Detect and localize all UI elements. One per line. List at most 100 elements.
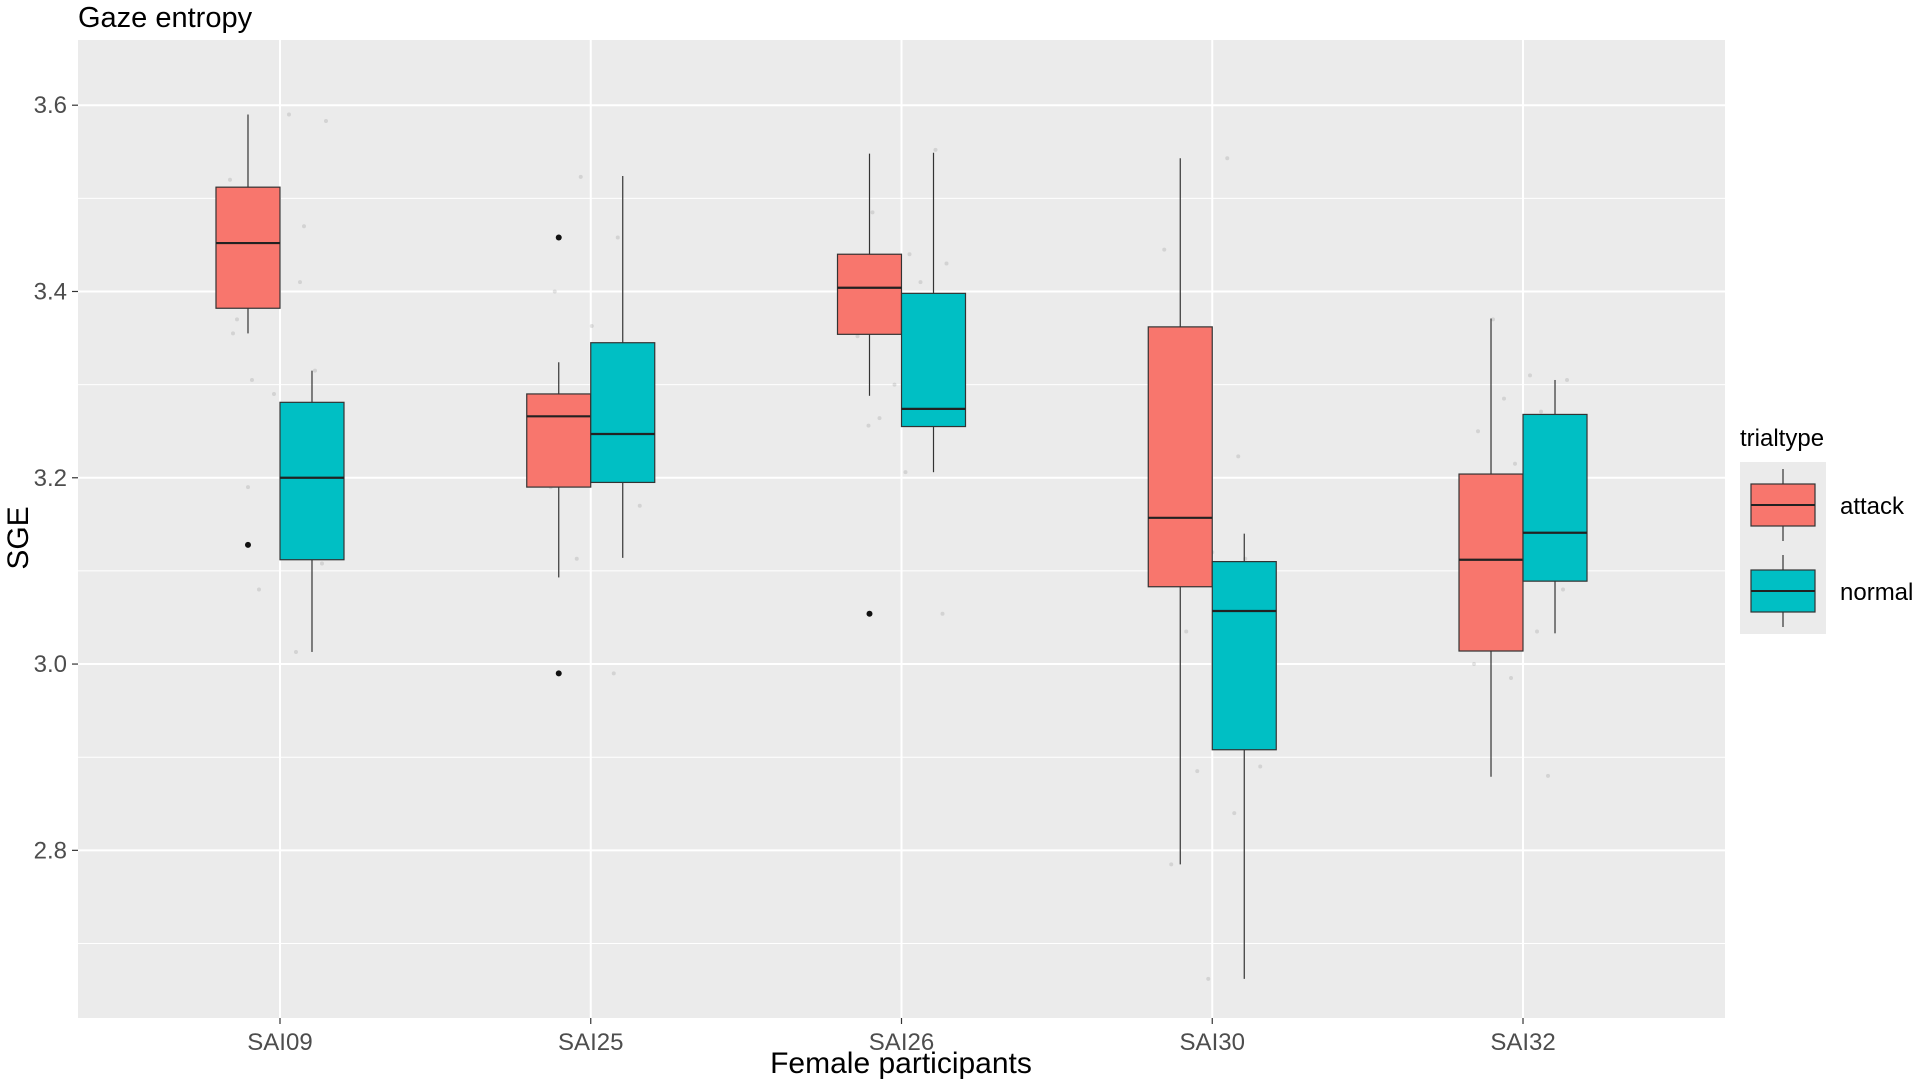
jitter-point bbox=[1561, 587, 1566, 592]
jitter-point bbox=[1546, 773, 1551, 778]
outlier-point bbox=[555, 234, 562, 241]
jitter-point bbox=[245, 485, 250, 490]
legend-label: attack bbox=[1840, 493, 1905, 520]
jitter-point bbox=[892, 382, 897, 387]
box-attack-SAI09 bbox=[215, 114, 281, 548]
y-tick-label: 3.0 bbox=[34, 651, 67, 678]
x-axis-ticks: SAI09 SAI25 SAI26 SAI30 SAI32 bbox=[247, 1018, 1556, 1056]
jitter-point bbox=[1535, 629, 1540, 634]
y-axis-label: SGE bbox=[2, 506, 35, 569]
jitter-point bbox=[1528, 373, 1533, 378]
jitter-point bbox=[1206, 976, 1211, 981]
legend-title: trialtype bbox=[1740, 425, 1824, 452]
jitter-point bbox=[578, 174, 583, 179]
jitter-point bbox=[944, 261, 949, 266]
x-tick-label: SAI32 bbox=[1490, 1029, 1555, 1056]
box-body bbox=[526, 393, 592, 488]
jitter-point bbox=[552, 289, 557, 294]
jitter-point bbox=[870, 210, 875, 215]
jitter-point bbox=[1184, 629, 1189, 634]
box-body bbox=[1147, 326, 1213, 588]
jitter-point bbox=[918, 280, 923, 285]
jitter-point bbox=[271, 391, 276, 396]
outlier-point bbox=[866, 610, 873, 617]
legend-label: normal bbox=[1840, 579, 1913, 606]
box-body bbox=[1522, 413, 1588, 582]
jitter-point bbox=[319, 561, 324, 566]
box-normal-SAI30 bbox=[1211, 533, 1277, 979]
x-tick-label: SAI26 bbox=[869, 1029, 934, 1056]
y-axis-ticks: 2.8 3.0 3.2 3.4 3.6 bbox=[34, 92, 78, 864]
jitter-point bbox=[1472, 662, 1477, 667]
x-tick-label: SAI09 bbox=[247, 1029, 312, 1056]
jitter-point bbox=[323, 119, 328, 124]
y-tick-label: 2.8 bbox=[34, 837, 67, 864]
jitter-point bbox=[1225, 156, 1230, 161]
box-attack-SAI30 bbox=[1147, 158, 1213, 865]
jitter-point bbox=[1232, 811, 1237, 816]
box-attack-SAI26 bbox=[836, 153, 903, 617]
box-normal-SAI09 bbox=[279, 370, 345, 652]
outlier-point bbox=[555, 670, 562, 677]
box-body bbox=[215, 186, 281, 309]
jitter-point bbox=[1258, 764, 1263, 769]
box-body bbox=[590, 342, 656, 484]
x-tick-label: SAI30 bbox=[1180, 1029, 1245, 1056]
jitter-point bbox=[574, 556, 579, 561]
y-tick-label: 3.4 bbox=[34, 278, 67, 305]
jitter-point bbox=[1162, 247, 1167, 252]
jitter-point bbox=[903, 470, 908, 475]
jitter-point bbox=[227, 177, 232, 182]
jitter-point bbox=[933, 147, 938, 152]
jitter-point bbox=[1476, 429, 1481, 434]
jitter-point bbox=[940, 611, 945, 616]
jitter-point bbox=[249, 377, 254, 382]
jitter-point bbox=[877, 416, 882, 421]
legend-item-normal: normal bbox=[1750, 555, 1913, 627]
box-body bbox=[900, 292, 967, 428]
x-axis-label: Female participants bbox=[770, 1047, 1032, 1080]
jitter-point bbox=[1513, 461, 1518, 466]
box-normal-SAI25 bbox=[590, 175, 656, 558]
jitter-point bbox=[589, 323, 594, 328]
jitter-point bbox=[1502, 396, 1507, 401]
jitter-point bbox=[1236, 454, 1241, 459]
jitter-point bbox=[230, 331, 235, 336]
box-normal-SAI32 bbox=[1522, 379, 1588, 634]
jitter-point bbox=[907, 252, 912, 257]
jitter-point bbox=[1509, 676, 1514, 681]
box-body bbox=[1211, 560, 1277, 751]
x-tick-label: SAI25 bbox=[558, 1029, 623, 1056]
jitter-point bbox=[611, 671, 616, 676]
boxes bbox=[215, 114, 1588, 979]
jitter-point bbox=[256, 587, 261, 592]
jitter-point bbox=[1169, 862, 1174, 867]
box-body bbox=[836, 253, 903, 335]
legend-item-attack: attack bbox=[1750, 469, 1905, 541]
box-body bbox=[279, 401, 345, 561]
jitter-point bbox=[1565, 377, 1570, 382]
jitter-point bbox=[866, 423, 871, 428]
jitter-point bbox=[312, 368, 317, 373]
box-attack-SAI25 bbox=[526, 234, 592, 677]
jitter-point bbox=[234, 317, 239, 322]
jitter-point bbox=[855, 334, 860, 339]
jitter-point bbox=[615, 235, 620, 240]
y-tick-label: 3.6 bbox=[34, 92, 67, 119]
jitter-point bbox=[297, 280, 302, 285]
jitter-point bbox=[1491, 317, 1496, 322]
y-tick-label: 3.2 bbox=[34, 465, 67, 492]
jitter-point bbox=[286, 112, 291, 117]
box-body bbox=[1458, 473, 1524, 652]
box-attack-SAI32 bbox=[1458, 318, 1524, 777]
jitter-point bbox=[293, 649, 298, 654]
jitter-point bbox=[637, 503, 642, 508]
jitter-point bbox=[1539, 409, 1544, 414]
legend: trialtype attack normal bbox=[1740, 425, 1913, 634]
outlier-point bbox=[244, 541, 251, 548]
box-normal-SAI26 bbox=[900, 152, 967, 473]
jitter-point bbox=[1195, 769, 1200, 774]
jitter-point bbox=[301, 224, 306, 229]
chart-title: Gaze entropy bbox=[78, 2, 253, 34]
